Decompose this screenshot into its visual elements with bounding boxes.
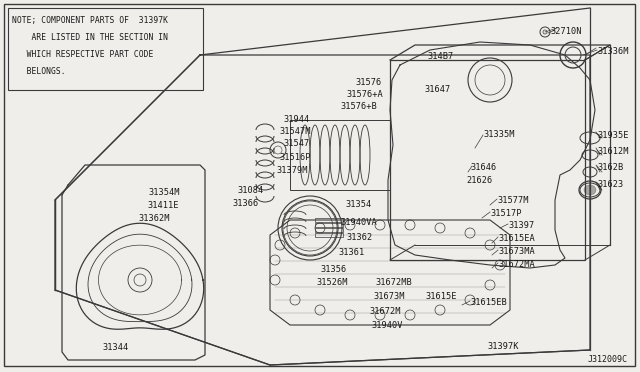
Text: 31623: 31623 [597, 180, 623, 189]
Text: 31612M: 31612M [597, 147, 628, 156]
Bar [315, 218, 343, 222]
Text: 31944: 31944 [283, 115, 309, 124]
Text: 31615EB: 31615EB [470, 298, 507, 307]
Text: 31646: 31646 [470, 163, 496, 172]
Bar [390, 60, 585, 260]
Text: BELONGS.: BELONGS. [12, 67, 66, 76]
Text: 31576+B: 31576+B [340, 102, 377, 111]
Bar [315, 228, 343, 232]
Text: 31354: 31354 [345, 200, 371, 209]
Text: 314B7: 314B7 [427, 52, 453, 61]
Text: 31526M: 31526M [316, 278, 348, 287]
Text: 31379M: 31379M [276, 166, 307, 175]
Text: NOTE; COMPONENT PARTS OF  31397K: NOTE; COMPONENT PARTS OF 31397K [12, 16, 168, 25]
Text: 31672MA: 31672MA [498, 260, 535, 269]
Text: 31615E: 31615E [425, 292, 456, 301]
Bar [8, 8, 203, 90]
Text: 31516P: 31516P [279, 153, 310, 162]
Text: 21626: 21626 [466, 176, 492, 185]
Text: 31673M: 31673M [373, 292, 404, 301]
Text: 31366: 31366 [232, 199, 259, 208]
Text: 31362M: 31362M [138, 214, 170, 223]
Text: 31354M: 31354M [148, 188, 179, 197]
Text: 31084: 31084 [237, 186, 263, 195]
Text: 31411E: 31411E [147, 201, 179, 210]
Text: 31361: 31361 [338, 248, 364, 257]
Text: 31577M: 31577M [497, 196, 529, 205]
Bar [315, 223, 343, 227]
Ellipse shape [584, 185, 596, 195]
Text: 31356: 31356 [320, 265, 346, 274]
Bar [315, 233, 343, 237]
Text: 31547M: 31547M [279, 127, 310, 136]
Text: 31576: 31576 [355, 78, 381, 87]
Text: 31336M: 31336M [597, 47, 628, 56]
Text: 31362: 31362 [346, 233, 372, 242]
Text: 31615EA: 31615EA [498, 234, 535, 243]
Text: ARE LISTED IN THE SECTION IN: ARE LISTED IN THE SECTION IN [12, 33, 168, 42]
Bar [290, 120, 390, 190]
Text: WHICH RESPECTIVE PART CODE: WHICH RESPECTIVE PART CODE [12, 50, 154, 59]
Text: 31672M: 31672M [369, 307, 401, 316]
Text: 31647: 31647 [424, 85, 451, 94]
Text: 31547: 31547 [283, 139, 309, 148]
Text: 31344: 31344 [102, 343, 128, 352]
Text: 31673MA: 31673MA [498, 247, 535, 256]
Text: 31335M: 31335M [483, 130, 515, 139]
Text: 31935E: 31935E [597, 131, 628, 140]
Text: 31576+A: 31576+A [346, 90, 383, 99]
Text: 31940VA: 31940VA [340, 218, 377, 227]
Text: 31517P: 31517P [490, 209, 522, 218]
Text: 31397: 31397 [508, 221, 534, 230]
Text: 32710N: 32710N [550, 27, 582, 36]
Text: 31940V: 31940V [371, 321, 403, 330]
Text: 31672MB: 31672MB [375, 278, 412, 287]
Text: 3162B: 3162B [597, 163, 623, 172]
Text: J312009C: J312009C [588, 355, 628, 364]
Text: 31397K: 31397K [487, 342, 518, 351]
